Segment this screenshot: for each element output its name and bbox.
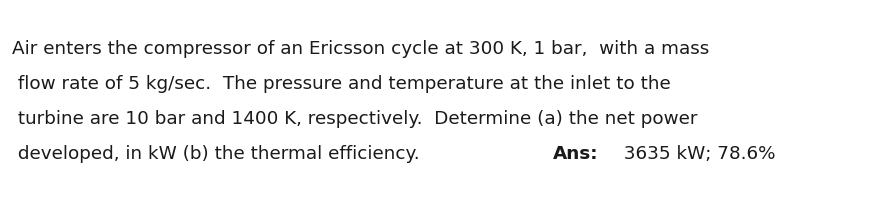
Text: developed, in kW (b) the thermal efficiency.: developed, in kW (b) the thermal efficie… bbox=[12, 145, 431, 163]
Text: 3635 kW; 78.6%: 3635 kW; 78.6% bbox=[612, 145, 775, 163]
Text: flow rate of 5 kg/sec.  The pressure and temperature at the inlet to the: flow rate of 5 kg/sec. The pressure and … bbox=[12, 75, 671, 93]
Text: Air enters the compressor of an Ericsson cycle at 300 K, 1 bar,  with a mass: Air enters the compressor of an Ericsson… bbox=[12, 40, 709, 58]
Text: Ans:: Ans: bbox=[553, 145, 598, 163]
Text: turbine are 10 bar and 1400 K, respectively.  Determine (a) the net power: turbine are 10 bar and 1400 K, respectiv… bbox=[12, 110, 697, 128]
